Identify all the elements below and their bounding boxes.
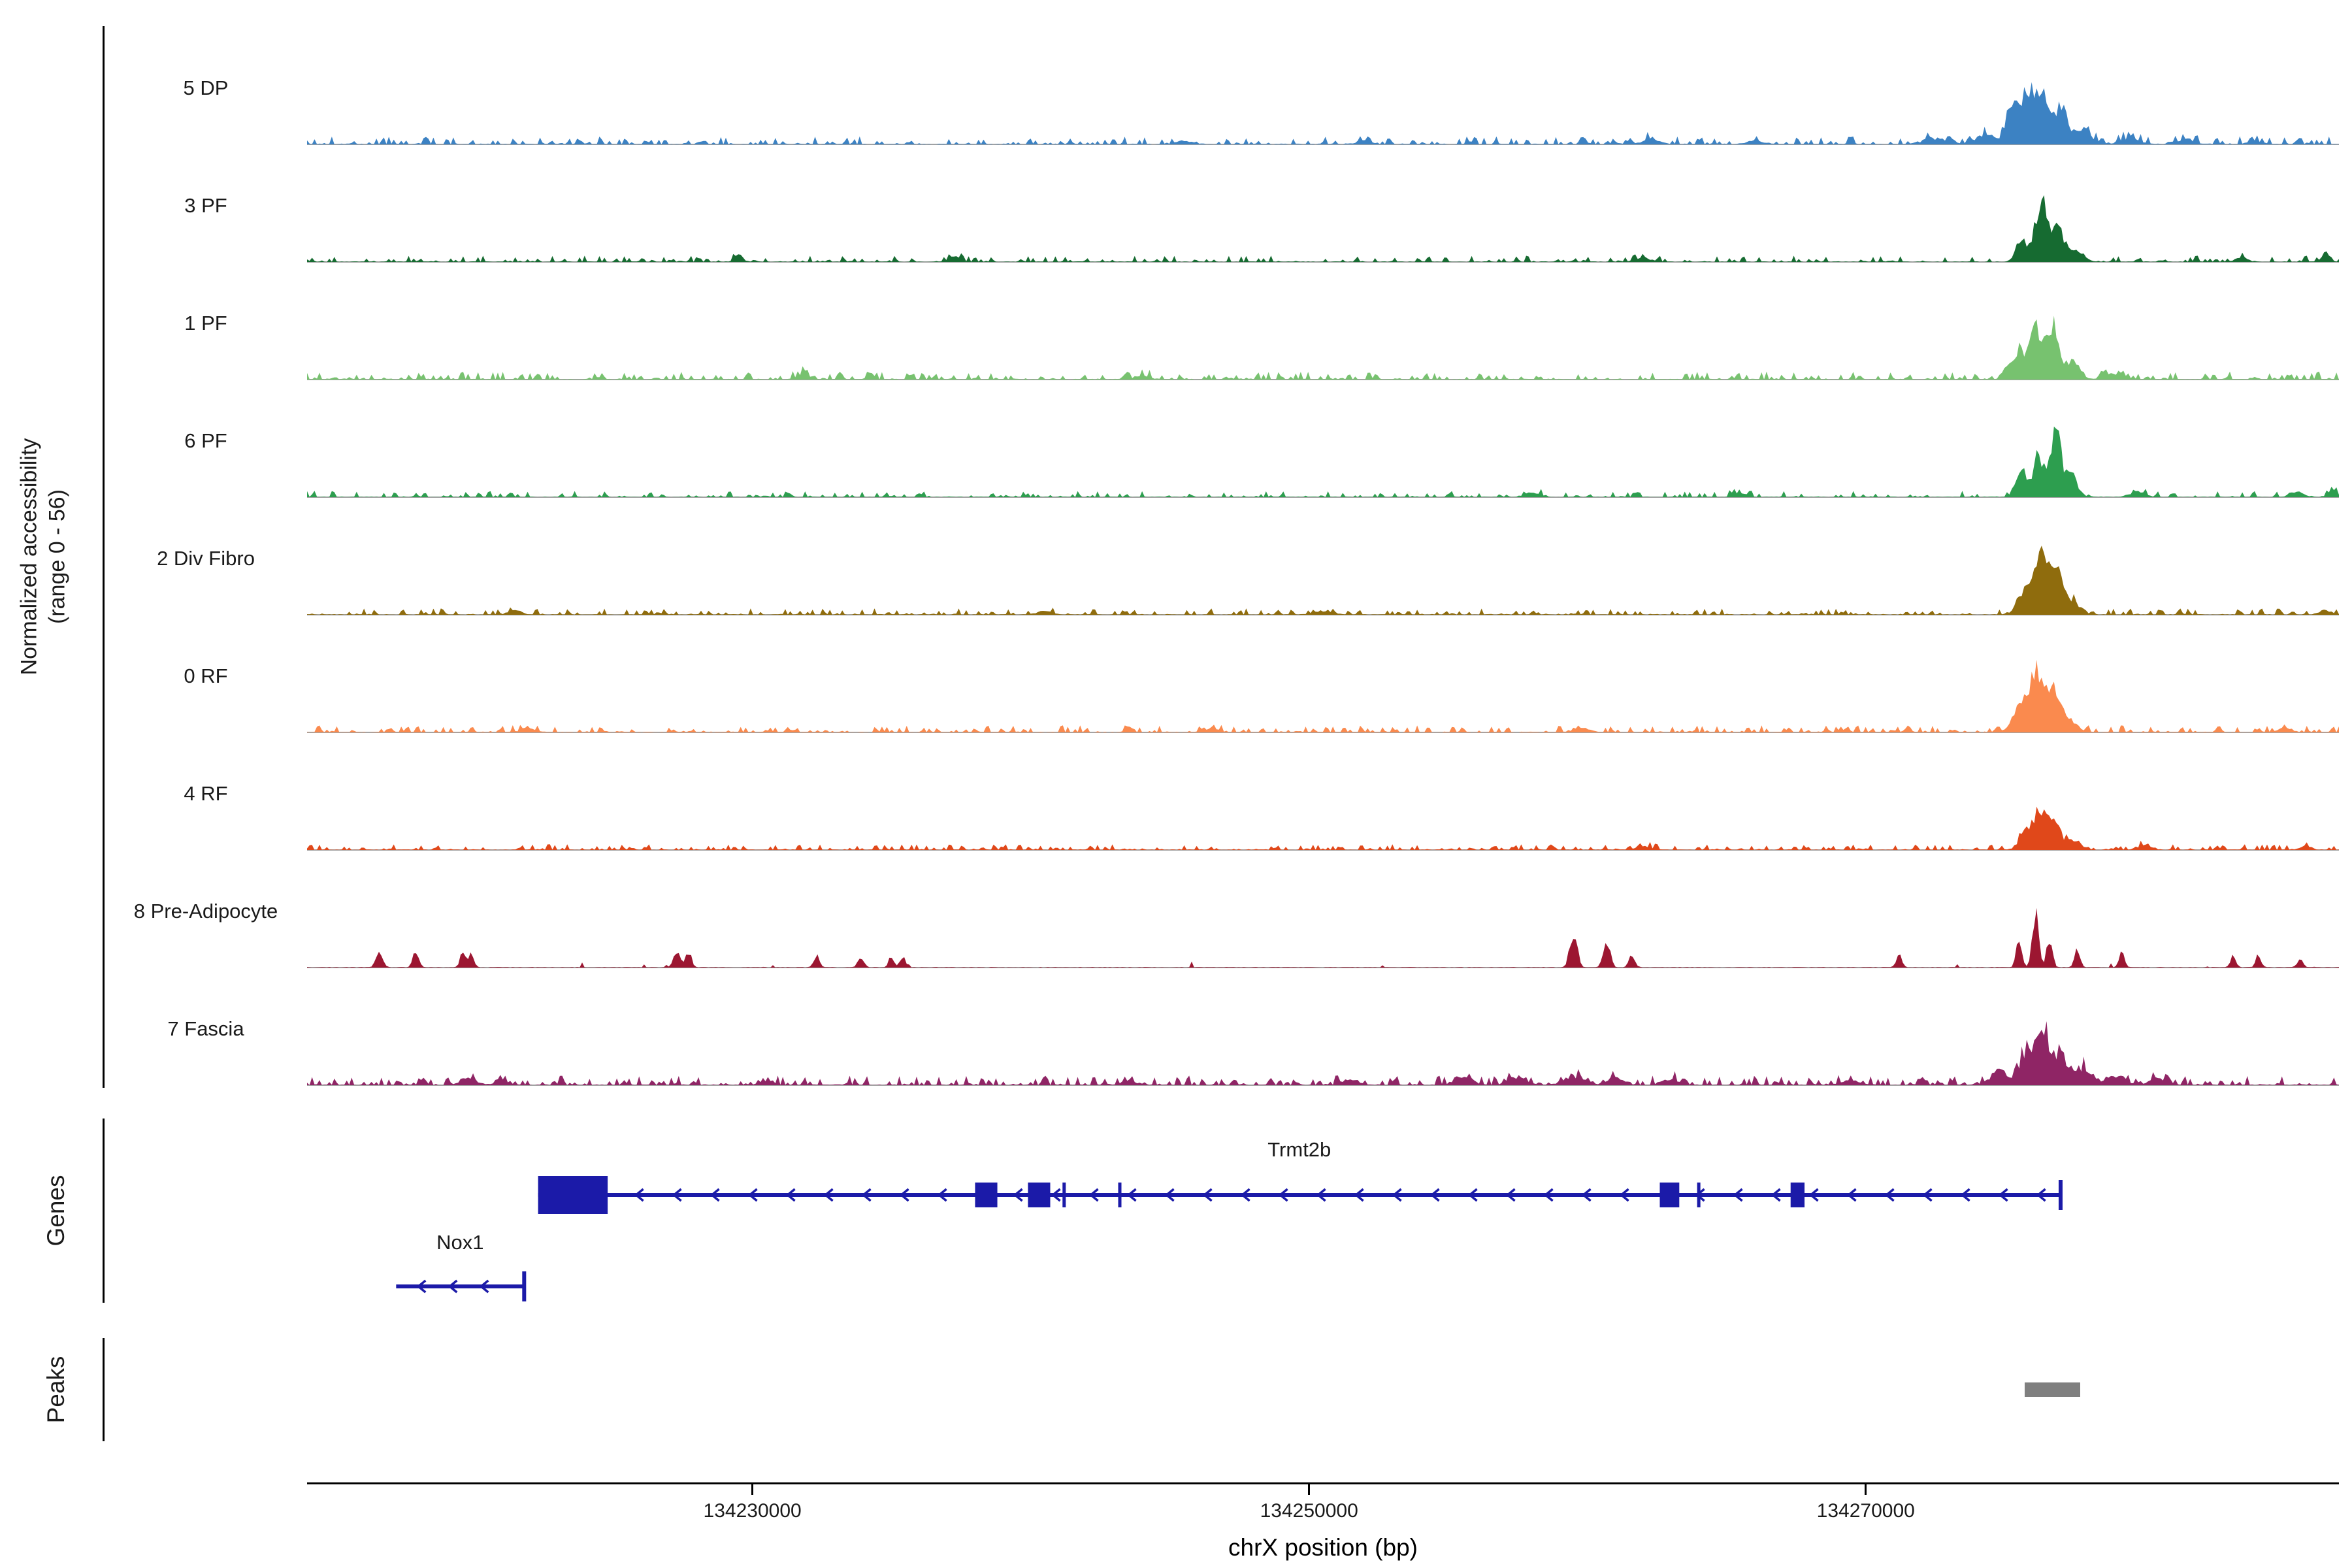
x-axis-tick-label: 134250000 (1260, 1500, 1358, 1522)
track-label-5-dp: 5 DP (183, 76, 229, 99)
track-label-1-pf: 1 PF (184, 312, 227, 335)
peaks-section-label: Peaks (42, 1356, 69, 1424)
x-axis-line (307, 1482, 2339, 1484)
x-axis-tick (1308, 1484, 1311, 1495)
track-label-6-pf: 6 PF (184, 429, 227, 452)
peak-region (2024, 1382, 2080, 1397)
x-axis-tick (1865, 1484, 1867, 1495)
track-label-3-pf: 3 PF (184, 194, 227, 217)
track-label-2-div-fibro: 2 Div Fibro (157, 547, 255, 570)
peaks-axis-bracket (103, 1338, 105, 1441)
gene-models-plot (396, 1176, 2063, 1301)
tracks-axis-bracket (103, 26, 105, 1088)
x-axis-tick-label: 134270000 (1816, 1500, 1915, 1522)
track-label-0-rf: 0 RF (184, 664, 228, 687)
gene-label-nox1: Nox1 (436, 1231, 484, 1254)
track-label-4-rf: 4 RF (184, 782, 228, 805)
track-label-7-fascia: 7 Fascia (167, 1017, 244, 1040)
x-axis-title: chrX position (bp) (1228, 1534, 1418, 1561)
track-label-8-pre-adipocyte: 8 Pre-Adipocyte (133, 900, 278, 923)
coverage-tracks-plot (307, 82, 2339, 1086)
genes-axis-bracket (103, 1119, 105, 1303)
genes-section-label: Genes (42, 1175, 69, 1247)
gene-label-trmt2b: Trmt2b (1267, 1138, 1331, 1161)
x-axis-tick-label: 134230000 (703, 1500, 802, 1522)
x-axis-tick (751, 1484, 754, 1495)
